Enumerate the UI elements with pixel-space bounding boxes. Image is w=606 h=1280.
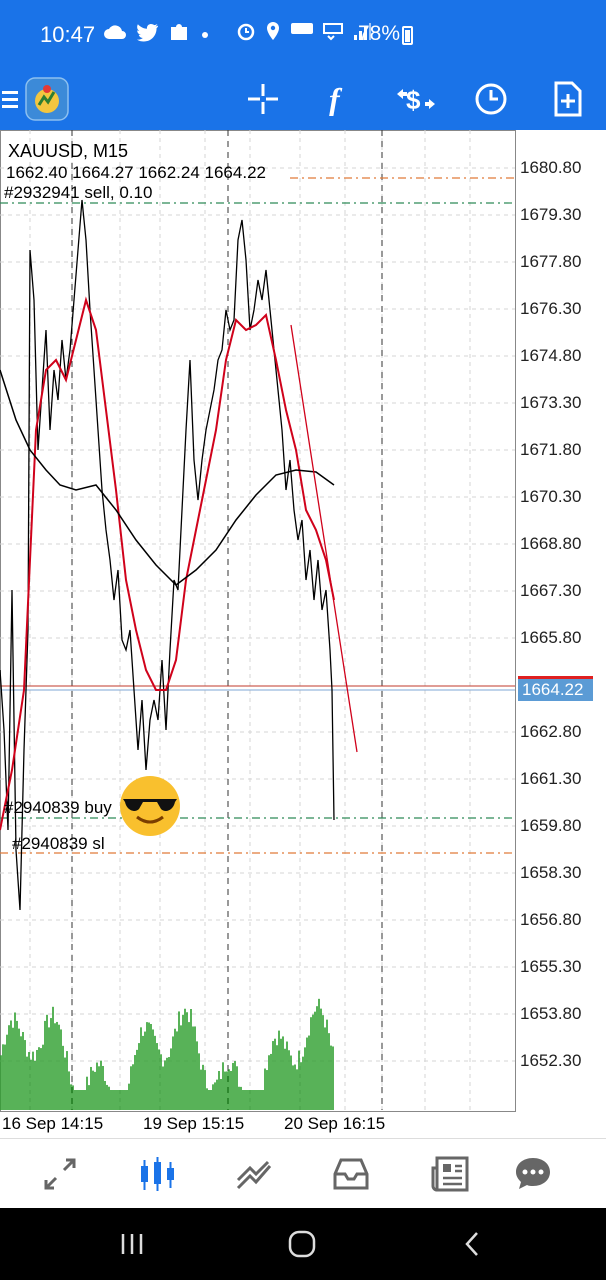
bottom-tab-bar	[0, 1138, 606, 1208]
twitter-icon	[136, 24, 158, 42]
trendline	[290, 324, 358, 753]
dot-icon	[201, 32, 208, 38]
recent-apps-icon	[121, 1234, 143, 1254]
price-axis-label: 1656.80	[520, 910, 582, 929]
cloud-icon	[104, 25, 126, 39]
chart-icon	[141, 1157, 174, 1191]
news-icon	[431, 1156, 469, 1192]
battery-icon	[402, 26, 413, 45]
status-bar: 10:47 78%	[0, 0, 606, 68]
price-axis-label: 1671.80	[520, 440, 582, 459]
tab-history[interactable]	[316, 1139, 386, 1209]
crosshair-button[interactable]	[240, 68, 286, 130]
chart-symbol: XAUUSD, M15	[8, 141, 129, 161]
fast-moving-average	[0, 296, 335, 831]
notification-icons	[103, 21, 210, 49]
tab-news[interactable]	[415, 1139, 485, 1209]
back-button[interactable]	[432, 1208, 512, 1280]
history-icon	[333, 1158, 369, 1190]
price-axis-label: 1658.30	[520, 863, 582, 882]
svg-text:$: $	[406, 85, 421, 115]
bid-marker	[518, 676, 593, 679]
price-axis-label: 1670.30	[520, 487, 582, 506]
tab-chart[interactable]	[122, 1139, 192, 1209]
price-axis-label: 1653.80	[520, 1004, 582, 1023]
price-axis-label: 1665.80	[520, 628, 582, 647]
price-chart[interactable]	[0, 130, 606, 1112]
tab-quotes[interactable]	[25, 1139, 95, 1209]
price-axis-label: 1667.30	[520, 581, 582, 600]
recent-apps-button[interactable]	[92, 1208, 172, 1280]
period-button[interactable]	[468, 68, 514, 130]
sl-order-label[interactable]: #2940839 sl	[12, 834, 105, 853]
indicators-button[interactable]: f	[316, 68, 362, 130]
chart-toolbar: f $	[0, 68, 606, 130]
date-label: 20 Sep 16:15	[284, 1114, 386, 1133]
metatrader-logo-icon	[25, 77, 69, 121]
status-time: 10:47	[40, 22, 96, 47]
trade-icon: $	[397, 85, 435, 115]
lte-icon	[323, 23, 344, 41]
svg-text:f: f	[329, 82, 343, 116]
system-icons	[236, 21, 372, 46]
price-axis-label: 1652.30	[520, 1051, 582, 1070]
price-axis-label: 1674.80	[520, 346, 582, 365]
price-axis-label: 1655.30	[520, 957, 582, 976]
sell-order-label[interactable]: #2932941 sell, 0.10	[4, 183, 153, 202]
hd-voice-icon	[291, 23, 314, 34]
trade-button[interactable]: $	[390, 68, 442, 130]
system-nav-bar	[0, 1208, 606, 1280]
price-axis-label: 1677.80	[520, 252, 582, 271]
price-axis-label: 1673.30	[520, 393, 582, 412]
puzzle-icon	[171, 24, 188, 40]
price-axis-label: 1679.30	[520, 205, 582, 224]
back-icon	[465, 1232, 478, 1256]
menu-button[interactable]	[0, 68, 20, 130]
signal-icon	[354, 23, 372, 40]
new-document-icon	[554, 81, 582, 117]
new-order-button[interactable]	[545, 68, 591, 130]
home-button[interactable]	[262, 1208, 342, 1280]
ohlc-values: 1662.40 1664.27 1662.24 1664.22	[6, 163, 266, 182]
menu-icon	[2, 91, 18, 108]
price-line	[0, 199, 335, 911]
home-icon	[288, 1230, 316, 1258]
price-axis-label: 1668.80	[520, 534, 582, 553]
slow-moving-average	[0, 369, 335, 586]
price-axis-label: 1680.80	[520, 158, 582, 177]
alarm-icon	[237, 23, 255, 41]
messages-icon	[516, 1158, 550, 1189]
crosshair-icon	[248, 84, 278, 114]
clock-icon	[475, 83, 507, 115]
date-label: 19 Sep 15:15	[143, 1114, 245, 1133]
price-axis-label: 1662.80	[520, 722, 582, 741]
trade-icon	[236, 1160, 272, 1190]
chart-area[interactable]	[0, 130, 516, 1112]
quotes-icon	[44, 1158, 76, 1190]
tab-messages[interactable]	[498, 1139, 568, 1209]
battery-percent: 78%	[358, 22, 401, 45]
location-icon	[267, 22, 280, 40]
date-label: 16 Sep 14:15	[2, 1114, 104, 1133]
tab-trade[interactable]	[219, 1139, 289, 1209]
function-icon: f	[329, 82, 343, 116]
current-price-label: 1664.22	[518, 679, 593, 701]
buy-order-label[interactable]: #2940839 buy	[4, 798, 112, 817]
price-axis-label: 1661.30	[520, 769, 582, 788]
app-logo[interactable]	[24, 68, 70, 130]
price-axis-label: 1659.80	[520, 816, 582, 835]
sunglasses-emoji-icon	[120, 776, 180, 836]
price-axis-label: 1676.30	[520, 299, 582, 318]
